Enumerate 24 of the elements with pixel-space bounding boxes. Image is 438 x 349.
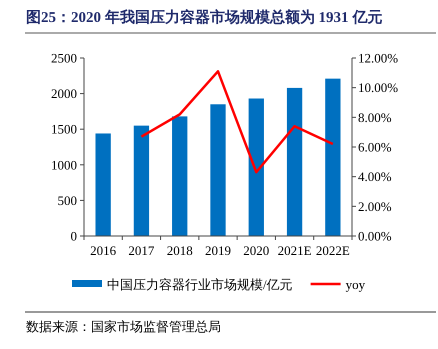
x-tick-label: 2016 bbox=[90, 243, 117, 258]
y2-tick-label: 2.00% bbox=[358, 198, 392, 214]
y2-tick-label: 12.00% bbox=[358, 50, 398, 66]
legend-label: yoy bbox=[346, 277, 366, 292]
y2-tick-label: 6.00% bbox=[358, 140, 392, 154]
x-tick-label: 2017 bbox=[128, 243, 155, 258]
source-note: 数据来源：国家市场监督管理总局 bbox=[26, 319, 221, 334]
x-tick-label: 2021E bbox=[278, 243, 312, 258]
y2-tick-label: 4.00% bbox=[358, 169, 392, 184]
x-tick-label: 2022E bbox=[316, 243, 350, 258]
chart-title: 图25：2020 年我国压力容器市场规模总额为 1931 亿元 bbox=[26, 8, 382, 26]
y-tick-label: 2000 bbox=[51, 86, 77, 102]
y2-tick-label: 0.00% bbox=[358, 228, 392, 244]
y2-tick-label: 10.00% bbox=[358, 80, 398, 96]
y2-tick-label: 8.00% bbox=[358, 110, 392, 125]
y-tick-label: 0 bbox=[70, 228, 77, 244]
y-tick-label: 500 bbox=[58, 192, 77, 208]
y-tick-label: 1000 bbox=[51, 157, 77, 172]
legend-label: 中国压力容器行业市场规模/亿元 bbox=[107, 277, 293, 292]
x-tick-label: 2020 bbox=[243, 243, 270, 258]
x-tick-label: 2019 bbox=[205, 243, 231, 258]
y-tick-label: 2500 bbox=[51, 50, 77, 66]
y-tick-label: 1500 bbox=[51, 122, 77, 137]
x-tick-label: 2018 bbox=[166, 243, 193, 258]
